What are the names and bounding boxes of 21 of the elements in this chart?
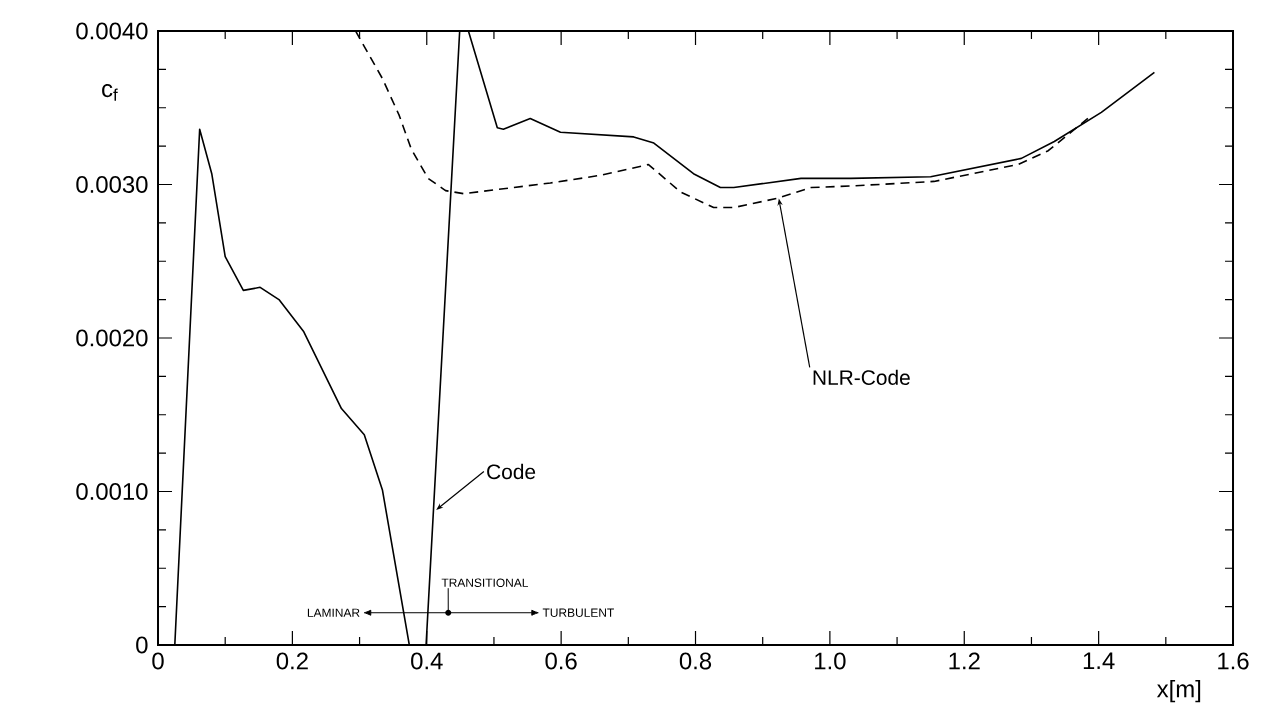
- annotation: LAMINAR: [307, 608, 360, 617]
- x-tick-label: 0.6: [545, 652, 577, 670]
- y-tick-label: 0.0020: [76, 329, 148, 347]
- text: NLR-Code: [813, 369, 910, 385]
- x-tick-label: 0.8: [679, 652, 712, 670]
- x-tick-label: 0.4: [411, 652, 443, 670]
- annotation: TURBULENT: [542, 608, 614, 617]
- x-tick-label: 0.2: [276, 652, 308, 670]
- y-axis-title: c$_{f}$: [102, 84, 118, 101]
- x-tick-label: 0: [152, 652, 164, 670]
- x-tick-label: 1.0: [815, 652, 846, 670]
- y-tick-label: 0.0030: [76, 176, 148, 193]
- x-tick-label: 1.6: [1218, 652, 1249, 670]
- y-tick-label: 0.0040: [76, 22, 148, 40]
- annotation: TRANSITIONAL: [441, 578, 529, 587]
- y-tick-label: 0.0010: [76, 483, 148, 500]
- x-axis-title: x[m]: [1156, 679, 1201, 703]
- x-tick-label: 1.4: [1083, 652, 1115, 669]
- text: Code: [487, 463, 536, 480]
- x-tick-label: 1.2: [949, 652, 980, 670]
- y-tick-label: 0: [136, 636, 148, 654]
